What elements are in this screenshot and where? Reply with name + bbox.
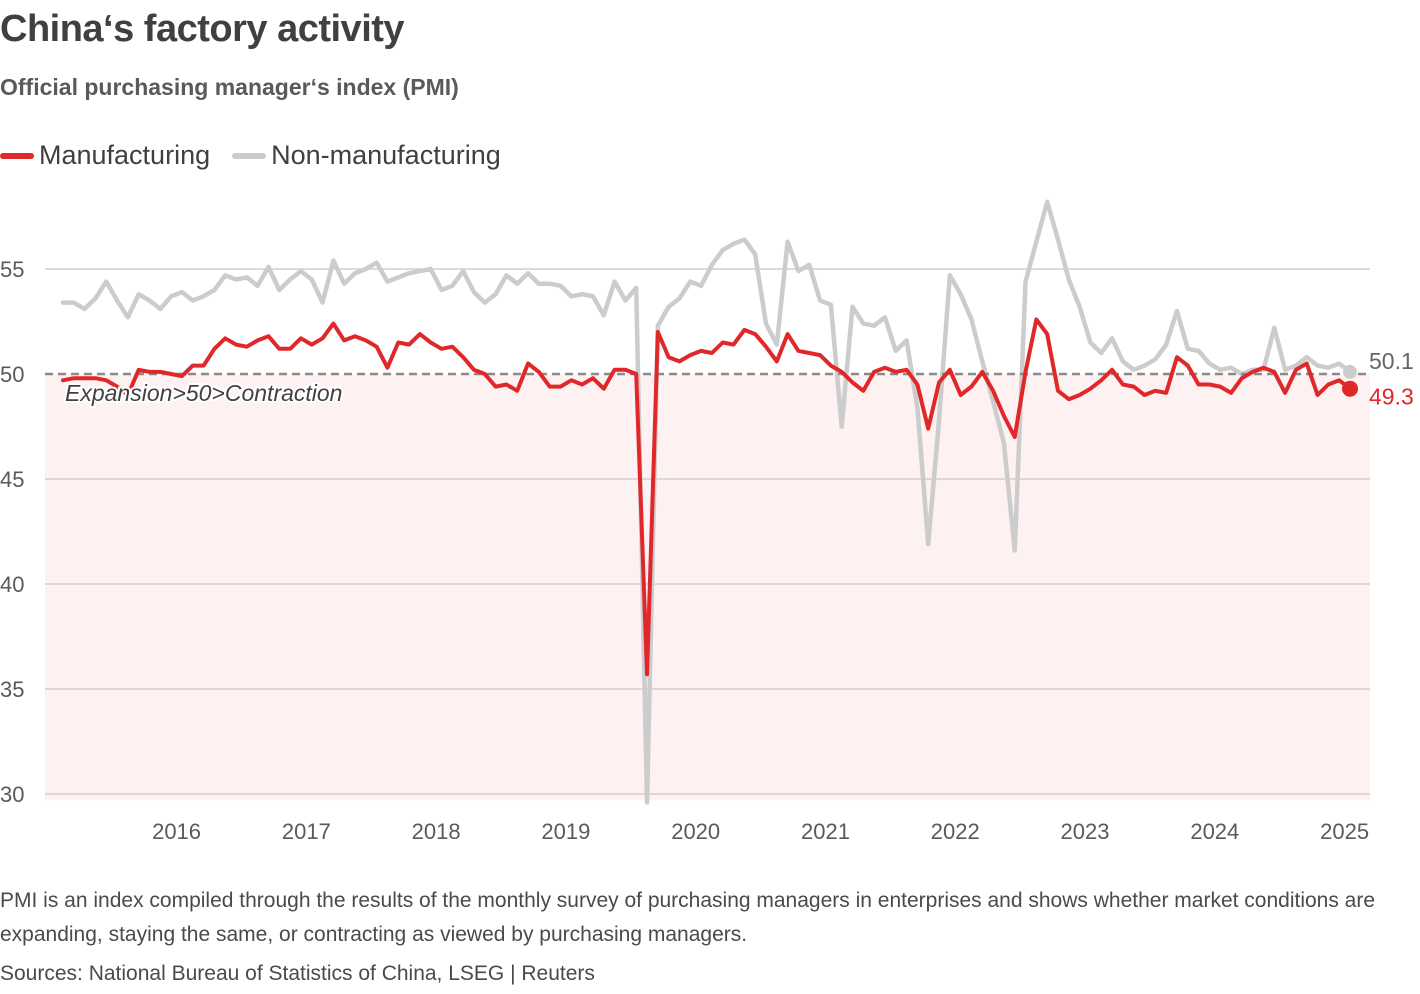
x-tick-label: 2020	[671, 819, 720, 844]
y-tick-label: 30	[0, 782, 24, 807]
x-tick-label: 2025	[1320, 819, 1369, 844]
y-tick-label: 35	[0, 677, 24, 702]
legend-swatch-non-manufacturing	[232, 152, 267, 159]
line-chart: 30 35 40 45 50 55 2016 2017 2018 2019 2020 2021 202…	[0, 199, 1414, 844]
contraction-region	[45, 374, 1370, 801]
y-tick-label: 55	[0, 257, 24, 282]
x-axis-ticks: 2016 2017 2018 2019 2020 2021 2022 2023 2024 2025	[152, 819, 1369, 844]
chart-subtitle: Official purchasing manager‘s index (PMI…	[0, 74, 459, 100]
y-tick-label: 50	[0, 362, 24, 387]
x-tick-label: 2022	[931, 819, 980, 844]
legend-item-non-manufacturing: Non-manufacturing	[232, 140, 501, 171]
end-point-manufacturing	[1342, 380, 1358, 397]
legend: Manufacturing Non-manufacturing	[0, 140, 523, 171]
y-tick-label: 45	[0, 467, 24, 492]
y-axis-ticks: 30 35 40 45 50 55	[0, 257, 24, 807]
legend-label-non-manufacturing: Non-manufacturing	[271, 140, 501, 170]
legend-item-manufacturing: Manufacturing	[0, 140, 210, 171]
end-point-non-manufacturing	[1343, 364, 1357, 379]
x-tick-label: 2019	[541, 819, 590, 844]
x-tick-label: 2021	[801, 819, 850, 844]
chart-note: PMI is an index compiled through the res…	[0, 889, 1376, 946]
chart-source: Sources: National Bureau of Statistics o…	[0, 962, 595, 985]
threshold-annotation: Expansion>50>Contraction	[65, 380, 342, 406]
end-label-manufacturing: 49.3	[1369, 384, 1414, 410]
legend-swatch-manufacturing	[0, 152, 34, 159]
x-tick-label: 2023	[1061, 819, 1110, 844]
series-line-manufacturing	[61, 317, 1352, 677]
chart-title: China‘s factory activity	[0, 8, 405, 50]
series-line-non-manufacturing	[60, 199, 1353, 805]
y-tick-label: 40	[0, 572, 24, 597]
x-tick-label: 2024	[1190, 819, 1239, 844]
end-label-non-manufacturing: 50.1	[1369, 348, 1414, 374]
x-tick-label: 2017	[282, 819, 331, 844]
x-tick-label: 2018	[412, 819, 461, 844]
x-tick-label: 2016	[152, 819, 201, 844]
legend-label-manufacturing: Manufacturing	[39, 140, 211, 170]
